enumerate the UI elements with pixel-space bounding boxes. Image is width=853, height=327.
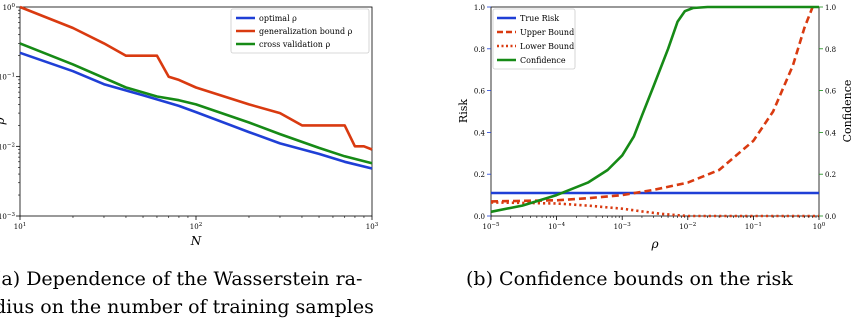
- chart-b-y2tick-label: 0.0: [825, 213, 836, 221]
- legend-label-lower-bound: Lower Bound: [520, 42, 574, 51]
- chart-b-ytick-label: 0.4: [474, 129, 486, 137]
- chart-a-ytick-label: 10−3: [0, 212, 15, 221]
- chart-b-ytick-label: 0.8: [474, 46, 485, 54]
- chart-b-xtick-label: 10−3: [614, 222, 632, 231]
- chart-a-xtick-label: 101: [14, 222, 26, 231]
- chart-b-ytick-label: 1.0: [474, 4, 485, 12]
- chart-b-ytick-label: 0.0: [474, 213, 485, 221]
- chart-b-ytick-label: 0.6: [474, 88, 486, 96]
- chart-b-y2label: Confidence: [841, 80, 853, 143]
- chart-b-xtick-label: 10−2: [679, 222, 696, 231]
- legend-label-generalization: generalization bound ρ: [259, 27, 353, 36]
- chart-b-legend-box: [492, 8, 576, 70]
- chart-a-xtick-label: 102: [190, 222, 202, 231]
- legend-label-cross-validation: cross validation ρ: [259, 40, 330, 49]
- chart-b-xtick-label: 10−1: [745, 222, 762, 231]
- chart-b-xlabel: ρ: [650, 237, 658, 251]
- chart-a-series-1: [19, 5, 373, 151]
- chart-a-xlabel: N: [190, 234, 202, 248]
- chart-b-y2tick-label: 0.2: [825, 171, 836, 179]
- chart-b-y2tick-label: 0.6: [825, 88, 837, 96]
- legend-label-confidence: Confidence: [520, 56, 566, 65]
- chart-a-legend-box: [230, 8, 370, 54]
- legend-label-true-risk: True Risk: [520, 14, 559, 23]
- chart-b-series-1: [490, 6, 814, 203]
- chart-b-ytick-label: 0.2: [474, 171, 485, 179]
- chart-a-series-2: [19, 42, 373, 165]
- chart-b-xtick-label: 10−5: [482, 222, 500, 231]
- chart-a-legend: optimal ρ generalization bound ρ cross v…: [230, 8, 370, 54]
- caption-b: (b) Confidence bounds on the risk: [466, 268, 793, 290]
- chart-b-ylabel: Risk: [457, 99, 470, 123]
- chart-a-xtick-label: 103: [366, 222, 379, 231]
- chart-b-xtick-label: 10−4: [548, 222, 566, 231]
- chart-a-ytick-label: 10−1: [0, 73, 15, 82]
- chart-b-y2tick-label: 0.4: [825, 129, 837, 137]
- chart-b-xtick-label: 100: [813, 222, 826, 231]
- chart-a-ytick-label: 100: [3, 3, 16, 12]
- caption-a-line1: (a) Dependence of the Wasserstein ra-: [0, 268, 362, 290]
- legend-label-optimal: optimal ρ: [259, 14, 297, 23]
- chart-b-y2tick-label: 0.8: [825, 46, 836, 54]
- chart-a-series-0: [19, 51, 373, 170]
- chart-a-ylabel: ρ: [0, 117, 7, 125]
- chart-b-series-3: [490, 5, 819, 214]
- caption-a-line2: dius on the number of training samples: [0, 296, 374, 318]
- chart-b-frame: [490, 6, 820, 217]
- chart-b: 10−5 10−4 10−3 10−2 10−1 100 0.0 0.2 0.4 0.6 0.8 1…: [457, 4, 853, 251]
- legend-label-upper-bound: Upper Bound: [520, 28, 574, 37]
- chart-b-y2tick-label: 1.0: [825, 4, 836, 12]
- chart-b-legend: True Risk Upper Bound Lower Bound Confid…: [492, 8, 576, 70]
- chart-b-series-2: [490, 201, 819, 218]
- chart-a-ytick-label: 10−2: [0, 142, 15, 151]
- chart-a: 101 102 103 10−3 10−2 10−1 100 N ρ optimal ρ …: [0, 3, 379, 248]
